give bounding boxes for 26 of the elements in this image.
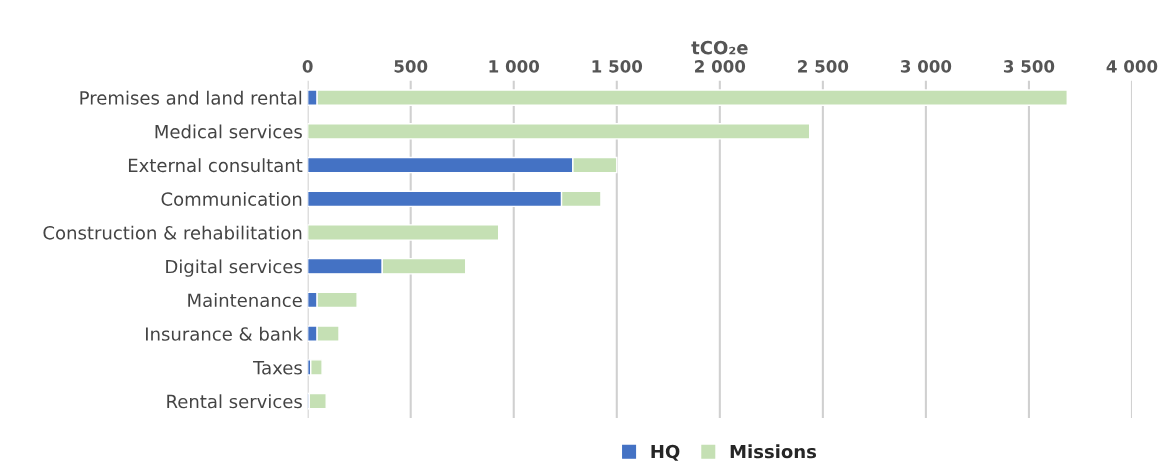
x-tick-label: 1 500 xyxy=(592,60,643,73)
y-tick-label: Rental services xyxy=(167,394,302,409)
y-tick-label: Communication xyxy=(161,191,302,206)
y-tick-label: Construction & rehabilitation xyxy=(43,225,302,240)
y-tick-label: Insurance & bank xyxy=(146,326,303,341)
x-tick-label: 4 000 xyxy=(1106,60,1158,73)
y-tick-label: Taxes xyxy=(253,361,302,375)
x-tick-label: 1 000 xyxy=(489,60,540,73)
bar xyxy=(307,123,811,140)
x-tick-label: 500 xyxy=(394,60,428,73)
legend-label: HQ xyxy=(651,444,680,461)
x-tick-label: 3 000 xyxy=(900,60,952,73)
y-tick-label: Digital services xyxy=(166,259,302,277)
x-axis-title: tCO₂e xyxy=(691,40,748,55)
x-tick-label: 3 500 xyxy=(1003,60,1055,73)
x-tick-label: 0 xyxy=(302,60,313,73)
y-tick-label: External consultant xyxy=(128,158,303,173)
bar xyxy=(307,224,500,241)
x-tick-label: 2 000 xyxy=(695,60,746,73)
y-tick-label: Maintenance xyxy=(188,293,302,308)
legend-label: Missions xyxy=(730,444,817,459)
y-tick-label: Premises and land rental xyxy=(80,90,302,105)
y-tick-label: Medical services xyxy=(155,124,302,139)
bar xyxy=(310,359,323,376)
bar xyxy=(308,392,327,410)
x-tick-label: 2 500 xyxy=(798,60,849,73)
